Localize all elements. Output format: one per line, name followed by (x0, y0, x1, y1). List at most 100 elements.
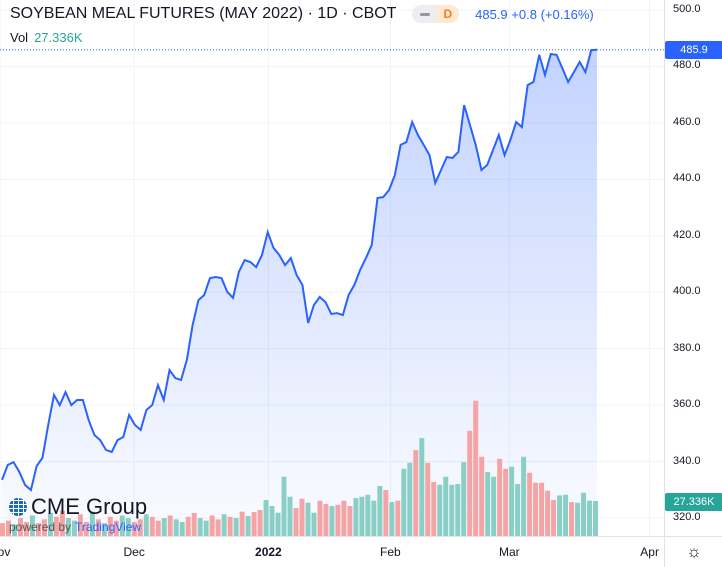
time-axis[interactable]: ov Dec 2022 Feb Mar Apr (0, 536, 664, 567)
volume-bar (203, 520, 209, 536)
volume-bar (233, 518, 239, 536)
legend-header: SOYBEAN MEAL FUTURES (MAY 2022) · 1D · C… (10, 5, 594, 23)
volume-bar (35, 523, 41, 536)
volume-bar (443, 476, 449, 536)
volume-bar (407, 462, 413, 536)
market-status-badge[interactable]: D (412, 5, 460, 23)
volume-bar (287, 496, 293, 536)
volume-bar (293, 508, 299, 536)
volume-bar (173, 519, 179, 536)
minus-icon (420, 12, 431, 16)
volume-bar (485, 472, 491, 536)
volume-bar (113, 520, 119, 536)
volume-bar (347, 506, 353, 536)
volume-bar (371, 500, 377, 536)
volume-bar (539, 482, 545, 536)
volume-bar (473, 400, 479, 536)
volume-bar (257, 510, 263, 536)
volume-bar (575, 502, 581, 536)
settings-gear-icon[interactable]: ☼ (664, 536, 722, 567)
volume-bar (353, 498, 359, 536)
globe-icon (9, 498, 27, 516)
volume-bar (251, 512, 257, 536)
volume-bar (335, 504, 341, 536)
volume-bar (41, 519, 47, 536)
volume-bar (47, 512, 53, 536)
volume-bar (11, 524, 17, 536)
price-chart[interactable] (0, 0, 664, 536)
volume-bar (545, 490, 551, 536)
volume-bar (83, 521, 89, 536)
volume-bar (497, 458, 503, 536)
volume-bar (323, 503, 329, 536)
y-tick-label: 420.0 (673, 228, 701, 241)
delayed-badge: D (436, 5, 460, 23)
volume-bar (161, 518, 167, 536)
volume-bar (413, 450, 419, 536)
y-tick-label: 400.0 (673, 285, 701, 298)
volume-bar (503, 468, 509, 536)
volume-bar (65, 518, 71, 536)
volume-bar (263, 500, 269, 536)
volume-bar (107, 516, 113, 536)
volume-bar (383, 490, 389, 536)
y-tick-label: 320.0 (673, 511, 701, 523)
volume-bar (365, 494, 371, 536)
price-line (1, 48, 598, 492)
volume-bar (101, 523, 107, 536)
volume-bar (197, 518, 203, 536)
volume-bar (389, 502, 395, 536)
volume-bar (449, 484, 455, 536)
volume-bar (29, 515, 35, 536)
volume-bar (401, 468, 407, 536)
volume-bar (437, 484, 443, 536)
volume-bar (359, 496, 365, 536)
volume-bar (5, 520, 11, 536)
volume-bar (0, 523, 5, 536)
last-price-tag: 485.9 (665, 40, 722, 59)
volume-bar (557, 495, 563, 536)
volume-bar (281, 476, 287, 536)
price-area (2, 49, 597, 536)
volume-bar (521, 456, 527, 536)
volume-bar (53, 516, 59, 536)
tradingview-link[interactable]: TradingView (75, 520, 142, 534)
volume-bar (71, 520, 77, 536)
volume-bar (179, 521, 185, 536)
price-axis[interactable]: 500.0 480.0 460.0 440.0 420.0 400.0 380.0 360.0… (664, 0, 722, 536)
y-tick-label: 500.0 (673, 3, 701, 15)
volume-bar (215, 519, 221, 536)
volume-bar (137, 519, 143, 536)
volume-bar (191, 512, 197, 536)
volume-bar (299, 498, 305, 536)
volume-bar (59, 510, 65, 536)
volume-bar (479, 456, 485, 536)
volume-bar (17, 518, 23, 536)
x-tick-label: Feb (380, 545, 401, 559)
y-tick-label: 340.0 (673, 454, 701, 467)
volume-bar (149, 516, 155, 536)
volume-bar (167, 515, 173, 536)
volume-bar (275, 512, 281, 536)
volume-bar (95, 519, 101, 536)
x-tick-label: 2022 (255, 545, 282, 559)
volume-bar (395, 500, 401, 536)
y-tick-label: 460.0 (673, 115, 701, 128)
volume-bar (515, 484, 521, 536)
volume-bar (269, 506, 275, 536)
volume-bar (221, 514, 227, 536)
volume-bar (509, 466, 515, 536)
volume-bar (341, 500, 347, 536)
volume-bar (569, 502, 575, 536)
volume-legend: Vol 27.336K (10, 30, 83, 45)
y-tick-label: 360.0 (673, 398, 701, 411)
volume-bar (317, 500, 323, 536)
volume-bar (551, 500, 557, 536)
volume-bar (77, 514, 83, 536)
y-tick-label: 440.0 (673, 172, 701, 185)
cme-logo[interactable]: CME Group powered by TradingView (9, 494, 148, 534)
symbol-title[interactable]: SOYBEAN MEAL FUTURES (MAY 2022) · 1D · C… (10, 5, 397, 22)
volume-bar (581, 492, 587, 536)
volume-bar (431, 482, 437, 536)
volume-bar (155, 520, 161, 536)
